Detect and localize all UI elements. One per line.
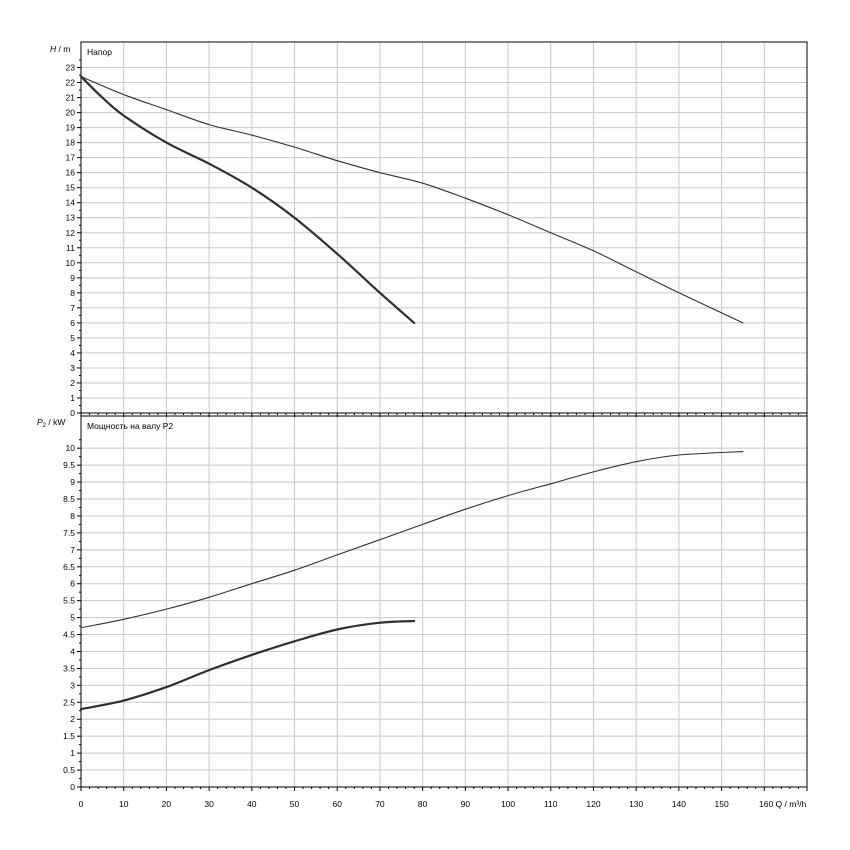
- power-curve-heavy: [79, 619, 416, 711]
- head-ytick-label: 0: [70, 408, 75, 418]
- head-ytick-label: 6: [70, 318, 75, 328]
- x-tick-label: 110: [544, 799, 558, 809]
- x-tick-label: 120: [586, 799, 600, 809]
- x-tick-label: 80: [418, 799, 428, 809]
- head-ytick-label: 1: [70, 393, 75, 403]
- power-ytick-label: 0.5: [63, 765, 75, 775]
- power-ytick-label: 1.5: [63, 731, 75, 741]
- power-axis-label: P2 / kW: [37, 417, 65, 429]
- head-ytick-label: 4: [70, 348, 75, 358]
- x-tick-label: 90: [461, 799, 471, 809]
- power-ytick-label: 3: [70, 680, 75, 690]
- power-ytick-label: 7: [70, 545, 75, 555]
- power-ytick-label: 8.5: [63, 494, 75, 504]
- head-axis-unit: / m: [56, 44, 70, 54]
- power-ytick-label: 0: [70, 782, 75, 792]
- x-axis-label: 160 Q / m³/h: [759, 799, 807, 809]
- power-plot-frame: [80, 415, 808, 788]
- power-ytick-label: 6.5: [63, 562, 75, 572]
- x-tick-label: 130: [629, 799, 643, 809]
- head-ytick-label: 14: [66, 198, 76, 208]
- x-tick-label: 10: [119, 799, 129, 809]
- power-ytick-label: 9.5: [63, 460, 75, 470]
- head-ytick-label: 17: [66, 153, 76, 163]
- tick-marks: [77, 59, 808, 791]
- head-ytick-label: 19: [66, 123, 76, 133]
- x-tick-label: 30: [204, 799, 214, 809]
- power-panel-title: Мощность на валу P2: [87, 421, 173, 431]
- grid: [81, 42, 807, 787]
- head-plot-frame: [80, 41, 808, 414]
- head-ytick-label: 11: [66, 243, 75, 253]
- head-panel-title: Напор: [87, 47, 112, 57]
- power-ytick-label: 4.5: [63, 630, 75, 640]
- head-ytick-label: 16: [66, 168, 76, 178]
- power-axis-subscript: 2: [43, 423, 47, 429]
- head-ytick-label: 8: [70, 288, 75, 298]
- head-ytick-label: 21: [66, 93, 76, 103]
- head-curve-light: [80, 75, 744, 324]
- head-ytick-label: 7: [70, 303, 75, 313]
- power-ytick-label: 5: [70, 613, 75, 623]
- power-ytick-label: 2: [70, 714, 75, 724]
- power-axis-symbol: P: [37, 417, 43, 427]
- head-axis-label: H / m: [50, 44, 70, 54]
- head-axis-symbol: H: [50, 44, 57, 54]
- power-ytick-label: 6: [70, 579, 75, 589]
- power-ytick-label: 8: [70, 511, 75, 521]
- head-ytick-label: 13: [66, 213, 76, 223]
- x-tick-label: 20: [162, 799, 172, 809]
- power-ytick-label: 9: [70, 477, 75, 487]
- power-ytick-label: 10: [66, 443, 76, 453]
- power-ytick-label: 5.5: [63, 596, 75, 606]
- x-tick-label: 60: [333, 799, 343, 809]
- head-ytick-label: 15: [66, 183, 76, 193]
- power-curve-light: [80, 451, 744, 629]
- x-tick-label: 140: [672, 799, 686, 809]
- curves: [79, 75, 744, 711]
- x-tick-label: 150: [714, 799, 728, 809]
- head-ytick-label: 9: [70, 273, 75, 283]
- head-ytick-label: 2: [70, 378, 75, 388]
- power-axis-unit: / kW: [46, 417, 65, 427]
- head-curve-heavy: [79, 75, 416, 324]
- power-ytick-label: 3.5: [63, 663, 75, 673]
- power-ytick-label: 2.5: [63, 697, 75, 707]
- power-ytick-label: 1: [70, 748, 75, 758]
- power-ytick-label: 4: [70, 646, 75, 656]
- head-ytick-label: 12: [66, 228, 76, 238]
- head-ytick-label: 23: [66, 63, 76, 73]
- plot-frames: [80, 41, 808, 788]
- head-ytick-label: 10: [66, 258, 76, 268]
- x-tick-label: 50: [290, 799, 300, 809]
- head-ytick-label: 18: [66, 138, 76, 148]
- head-ytick-label: 20: [66, 108, 76, 118]
- power-ytick-label: 7.5: [63, 528, 75, 538]
- x-tick-label: 40: [247, 799, 257, 809]
- head-ytick-label: 3: [70, 363, 75, 373]
- head-ytick-label: 22: [66, 78, 76, 88]
- tick-labels: 0123456789101112131415161718192021222300…: [63, 63, 729, 809]
- x-tick-label: 70: [375, 799, 385, 809]
- head-ytick-label: 5: [70, 333, 75, 343]
- x-tick-label: 0: [79, 799, 84, 809]
- x-tick-label: 100: [501, 799, 515, 809]
